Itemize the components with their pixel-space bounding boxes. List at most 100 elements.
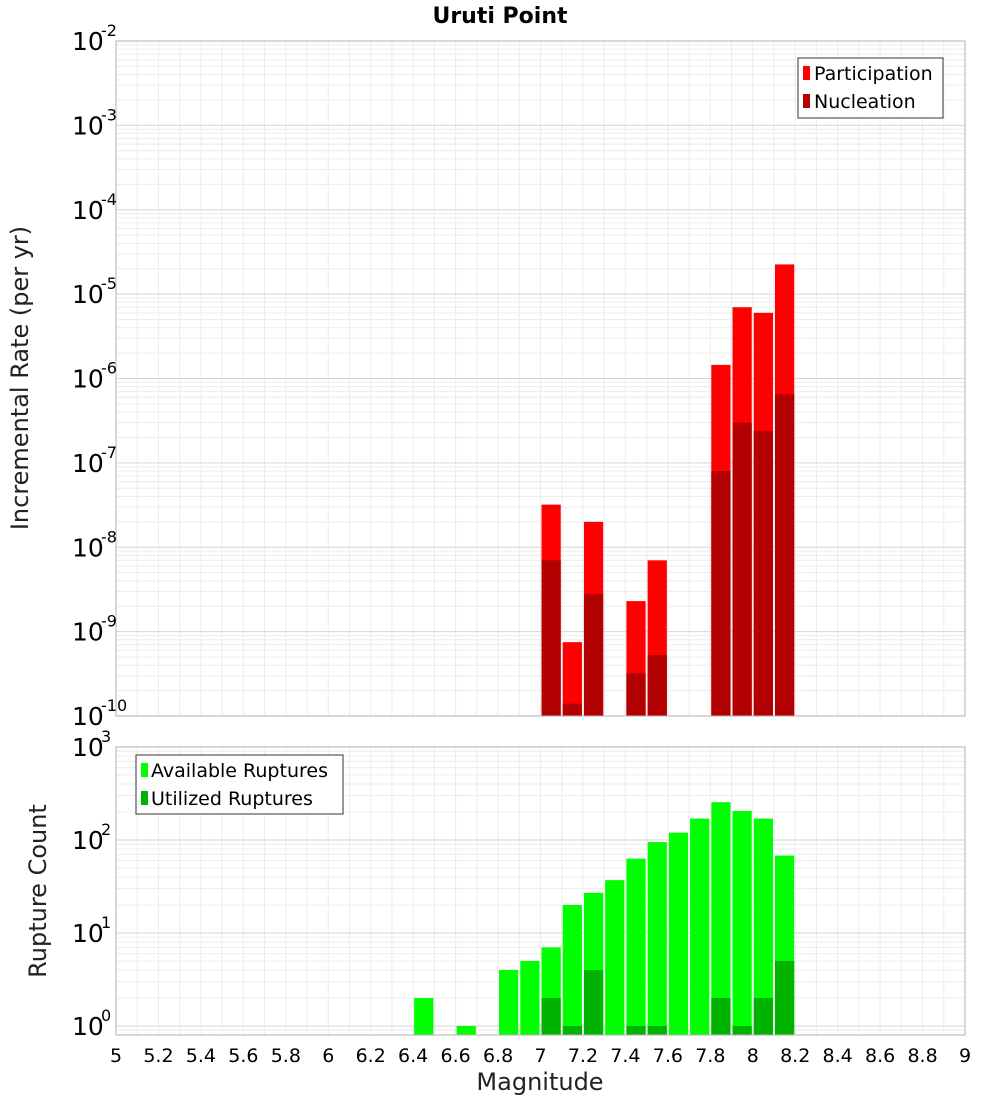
available-ruptures-bars: [414, 802, 795, 1035]
svg-text:10: 10: [72, 111, 104, 140]
svg-text:10: 10: [72, 1012, 104, 1041]
x-tick-label: 8.2: [780, 1045, 810, 1067]
x-tick-label: 5.4: [186, 1045, 216, 1067]
rate-plot-frame: [115, 40, 966, 717]
svg-text:2: 2: [101, 820, 111, 839]
nucleation-bar: [732, 422, 752, 716]
svg-text:-9: -9: [101, 612, 117, 631]
x-tick-label: 7.2: [568, 1045, 598, 1067]
rate-y-tick-label: 10-6: [72, 359, 117, 394]
svg-text:10: 10: [72, 533, 104, 562]
utilized-ruptures-bar: [647, 1025, 667, 1035]
chart-title: Uruti Point: [432, 4, 568, 29]
svg-text:0: 0: [101, 1006, 111, 1025]
svg-text:10: 10: [72, 618, 104, 647]
utilized-ruptures-bar: [583, 969, 604, 1035]
x-tick-label: 7: [534, 1045, 546, 1067]
count-y-tick-label: 100: [72, 1006, 111, 1041]
available-ruptures-bar: [711, 802, 731, 1035]
legend-participation-label: Participation: [814, 63, 933, 85]
svg-text:-7: -7: [101, 443, 117, 462]
rate-y-tick-label: 10-10: [72, 696, 127, 731]
rate-y-tick-label: 10-8: [72, 527, 117, 562]
utilized-ruptures-bars: [541, 960, 795, 1035]
x-tick-label: 7.4: [610, 1045, 640, 1067]
svg-text:10: 10: [72, 449, 104, 478]
utilized-ruptures-bar: [711, 997, 731, 1035]
x-tick-label: 7.8: [695, 1045, 725, 1067]
legend-available-swatch: [141, 763, 148, 777]
svg-text:10: 10: [72, 27, 104, 56]
x-tick-label: 8: [747, 1045, 759, 1067]
legend-utilized-swatch: [141, 791, 148, 805]
available-ruptures-bar: [456, 1025, 476, 1035]
legend-participation-swatch: [803, 66, 810, 80]
x-tick-label: 9: [959, 1045, 971, 1067]
available-ruptures-bar: [520, 960, 540, 1035]
x-axis-label: Magnitude: [476, 1068, 603, 1096]
svg-text:-10: -10: [101, 696, 127, 715]
x-tick-label: 6.6: [440, 1045, 470, 1067]
count-y-axis-label: Rupture Count: [24, 804, 52, 978]
x-tick-label: 6.8: [483, 1045, 513, 1067]
legend-available-label: Available Ruptures: [151, 760, 328, 782]
svg-text:-5: -5: [101, 274, 117, 293]
count-y-tick-label: 101: [72, 913, 111, 948]
rate-y-axis-label: Incremental Rate (per yr): [6, 226, 34, 530]
x-tick-label: 5.2: [143, 1045, 173, 1067]
utilized-ruptures-bar: [562, 1025, 582, 1035]
x-tick-label: 6.2: [356, 1045, 386, 1067]
utilized-ruptures-bar: [774, 960, 795, 1035]
utilized-ruptures-bar: [626, 1025, 646, 1035]
rate-y-tick-label: 10-4: [72, 190, 117, 225]
legend-utilized-label: Utilized Ruptures: [151, 788, 313, 810]
rate-grid: [115, 41, 966, 717]
available-ruptures-bar: [414, 997, 434, 1035]
available-ruptures-bar: [562, 904, 582, 1035]
rate-y-tick-label: 10-9: [72, 612, 117, 647]
rate-y-tick-label: 10-2: [72, 21, 117, 56]
count-y-tick-label: 103: [72, 727, 111, 762]
nucleation-bars: [541, 394, 795, 716]
svg-text:10: 10: [72, 365, 104, 394]
magnitude-x-tick-labels: 5 5.2 5.4 5.6 5.8 6 6.2 6.4 6.6 6.8 7 7.2 7.4 7.6 7.8 8…: [110, 1045, 971, 1067]
svg-text:10: 10: [72, 280, 104, 309]
legend-nucleation-swatch: [803, 94, 810, 108]
svg-text:-6: -6: [101, 359, 117, 378]
available-ruptures-bar: [668, 832, 689, 1035]
count-legend: Available Ruptures Utilized Ruptures: [135, 754, 344, 815]
participation-bar: [562, 642, 582, 716]
x-tick-label: 5.6: [228, 1045, 258, 1067]
utilized-ruptures-bar: [541, 997, 561, 1035]
nucleation-bar: [647, 654, 667, 716]
utilized-ruptures-bar: [753, 997, 773, 1035]
available-ruptures-bar: [732, 811, 752, 1035]
nucleation-bar: [711, 471, 731, 716]
svg-text:10: 10: [72, 702, 104, 731]
x-tick-label: 8.8: [907, 1045, 937, 1067]
svg-text:3: 3: [101, 727, 111, 746]
svg-text:10: 10: [72, 826, 104, 855]
available-ruptures-bar: [499, 969, 519, 1035]
nucleation-bar: [774, 394, 795, 716]
x-tick-label: 5: [110, 1045, 122, 1067]
svg-text:1: 1: [101, 913, 111, 932]
legend-nucleation-label: Nucleation: [814, 91, 916, 113]
available-ruptures-bar: [753, 818, 773, 1035]
svg-text:-2: -2: [101, 21, 117, 40]
count-plot-frame: [115, 746, 966, 1036]
nucleation-bar: [626, 673, 646, 716]
count-y-tick-label: 102: [72, 820, 111, 855]
nucleation-bar: [562, 703, 582, 716]
rate-legend: Participation Nucleation: [797, 57, 944, 119]
x-tick-label: 6.4: [398, 1045, 428, 1067]
svg-text:-3: -3: [101, 105, 117, 124]
nucleation-bar: [753, 430, 773, 716]
rate-y-tick-label: 10-7: [72, 443, 117, 478]
x-tick-label: 7.6: [653, 1045, 683, 1067]
available-ruptures-bar: [690, 818, 710, 1035]
